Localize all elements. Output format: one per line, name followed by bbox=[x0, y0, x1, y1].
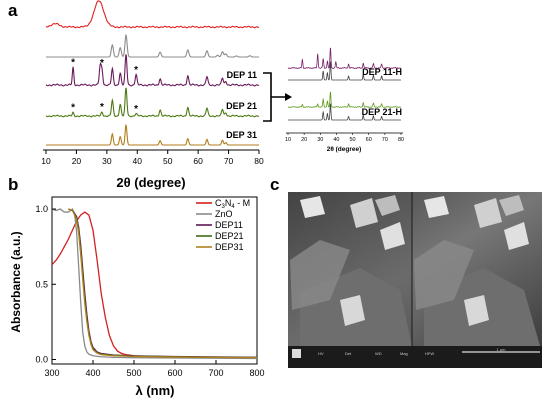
uvvis-y-ticks: 0.0 0.5 1.0 bbox=[35, 204, 56, 364]
peak-asterisk: * bbox=[134, 65, 138, 76]
uvvis-y-axis-title: Absorbance (a.u.) bbox=[9, 231, 23, 332]
legend-label: DEP31 bbox=[215, 242, 244, 252]
xrd-sample-label: DEP 21 bbox=[226, 101, 257, 111]
xrd-trace-2 bbox=[46, 34, 259, 58]
panel-letter-c: c bbox=[270, 175, 279, 194]
xrd-trace-3 bbox=[45, 54, 260, 87]
x-tick-label: 70 bbox=[224, 156, 234, 166]
xrd-main-series-group: * * * * * * bbox=[45, 0, 260, 146]
xrd-inset-chart: DEP 11-H DEP 21-H 10 20 30 40 50 60 70 80 2θ (de… bbox=[285, 47, 404, 153]
uvvis-plot-frame bbox=[51, 196, 258, 365]
uvvis-x-axis-title: λ (nm) bbox=[136, 383, 175, 398]
xrd-main-sample-labels: DEP 11 DEP 21 DEP 31 bbox=[226, 70, 257, 140]
uvvis-y-tick-label: 0.0 bbox=[35, 354, 48, 364]
x-tick-label: 80 bbox=[254, 156, 264, 166]
inset-x-tick-label: 50 bbox=[350, 137, 356, 143]
x-tick-label: 50 bbox=[163, 156, 173, 166]
uvvis-x-tick-label: 500 bbox=[126, 368, 141, 378]
xrd-inset-trace-3 bbox=[287, 91, 402, 108]
legend-label: DEP21 bbox=[215, 231, 244, 241]
xrd-main-x-axis-title: 2θ (degree) bbox=[116, 175, 185, 190]
uvvis-y-tick-label: 0.5 bbox=[35, 279, 48, 289]
peak-asterisk: * bbox=[71, 57, 75, 68]
uvvis-line-5 bbox=[68, 208, 258, 359]
xrd-inset-trace-1 bbox=[287, 47, 402, 70]
uvvis-x-tick-label: 800 bbox=[249, 368, 264, 378]
uvvis-x-tick-label: 600 bbox=[167, 368, 182, 378]
inset-x-tick-label: 20 bbox=[301, 137, 307, 143]
xrd-sample-label: DEP 11 bbox=[227, 70, 257, 80]
sem-footer-field: HV bbox=[318, 351, 324, 356]
inset-x-tick-label: 60 bbox=[366, 137, 372, 143]
uvvis-x-tick-label: 700 bbox=[208, 368, 223, 378]
inset-x-tick-label: 40 bbox=[333, 137, 339, 143]
sem-footer-logo bbox=[292, 349, 301, 358]
inset-x-tick-label: 80 bbox=[398, 137, 404, 143]
xrd-inset-series-group bbox=[287, 47, 402, 121]
xrd-inset-sample-label: DEP 21-H bbox=[362, 107, 402, 117]
sem-footer-field: WD bbox=[375, 351, 382, 356]
x-tick-label: 30 bbox=[102, 156, 112, 166]
xrd-inset-sample-label: DEP 11-H bbox=[362, 67, 402, 77]
sem-footer-field: HFW bbox=[425, 351, 434, 356]
xrd-trace-1 bbox=[45, 0, 260, 29]
xrd-main-x-ticks: 10 20 30 40 50 60 70 80 bbox=[41, 150, 264, 166]
xrd-main-chart: * * * * * * DEP 11 DEP 21 DEP 31 10 20 30 40 50 60 70… bbox=[41, 0, 264, 190]
peak-asterisk: * bbox=[100, 102, 104, 113]
peak-asterisk: * bbox=[71, 103, 75, 114]
xrd-inset-sample-labels: DEP 11-H DEP 21-H bbox=[362, 67, 402, 117]
x-tick-label: 60 bbox=[193, 156, 203, 166]
sem-footer-field: Det bbox=[345, 351, 352, 356]
x-tick-label: 20 bbox=[72, 156, 82, 166]
sem-image: 1 μm HV Det WD Mag HFW bbox=[288, 192, 542, 368]
sem-right-pane bbox=[414, 195, 540, 346]
xrd-sample-label: DEP 31 bbox=[226, 130, 257, 140]
peak-asterisk: * bbox=[100, 58, 104, 69]
inset-x-tick-label: 30 bbox=[317, 137, 323, 143]
inset-x-tick-label: 70 bbox=[382, 137, 388, 143]
xrd-trace-4 bbox=[45, 87, 260, 118]
panel-letter-a: a bbox=[8, 1, 18, 20]
inset-x-tick-label: 10 bbox=[285, 137, 291, 143]
uvvis-y-tick-label: 1.0 bbox=[35, 204, 48, 214]
uvvis-x-ticks: 300 400 500 600 700 800 bbox=[44, 360, 265, 378]
x-tick-label: 10 bbox=[41, 156, 51, 166]
uvvis-x-tick-label: 300 bbox=[44, 368, 59, 378]
uvvis-chart: 300 400 500 600 700 800 0.0 0.5 1.0 λ (nm) Abso… bbox=[9, 196, 265, 398]
xrd-trace-5 bbox=[46, 123, 259, 146]
uvvis-x-tick-label: 400 bbox=[85, 368, 100, 378]
bracket-arrow bbox=[263, 72, 292, 122]
legend-label: DEP11 bbox=[215, 220, 243, 230]
xrd-inset-trace-2 bbox=[288, 60, 401, 81]
uvvis-line-2 bbox=[51, 208, 258, 360]
sem-footer-field: Mag bbox=[400, 351, 408, 356]
sem-scale-bar-label: 1 μm bbox=[497, 347, 507, 352]
x-tick-label: 40 bbox=[133, 156, 143, 166]
sem-left-pane bbox=[288, 192, 412, 346]
uvvis-series-group bbox=[51, 208, 258, 360]
panel-letter-b: b bbox=[8, 175, 18, 194]
sem-footer-fields: HV Det WD Mag HFW bbox=[318, 351, 434, 356]
peak-asterisk: * bbox=[134, 104, 138, 115]
legend-label: ZnO bbox=[215, 209, 233, 219]
xrd-inset-x-axis-title: 2θ (degree) bbox=[327, 146, 362, 153]
xrd-inset-trace-4 bbox=[288, 102, 401, 121]
xrd-inset-x-ticks: 10 20 30 40 50 60 70 80 bbox=[285, 133, 404, 143]
